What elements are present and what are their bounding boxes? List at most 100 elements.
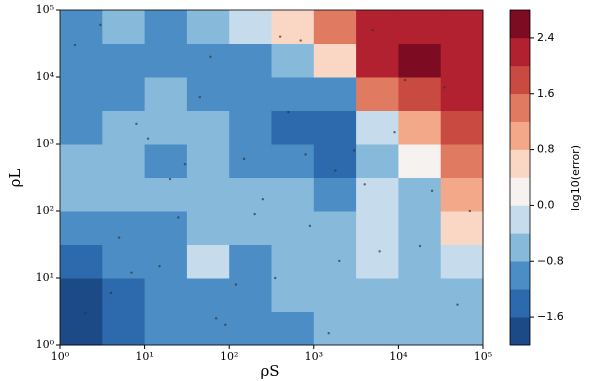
contour-cell <box>440 210 484 245</box>
contour-cell <box>313 43 357 78</box>
contour-cell <box>271 177 315 212</box>
colorbar-band <box>510 65 530 95</box>
contour-cell <box>356 76 399 111</box>
sample-point <box>130 271 133 274</box>
contour-cell <box>102 110 146 145</box>
contour-cell <box>356 177 399 212</box>
colorbar-tick-label: −0.8 <box>537 254 564 267</box>
sample-point <box>158 265 161 268</box>
sample-point <box>443 86 446 89</box>
contour-cell <box>186 311 230 346</box>
contour-cell <box>356 43 399 78</box>
contour-cell <box>313 110 357 145</box>
y-tick-label: 10⁴ <box>36 70 55 83</box>
sample-point <box>209 55 212 59</box>
contour-cell <box>398 177 442 212</box>
y-tick-label: 10¹ <box>36 271 54 284</box>
contour-cell <box>144 210 188 245</box>
contour-cell <box>398 43 442 78</box>
sample-point <box>198 95 202 99</box>
contour-cell <box>144 143 188 178</box>
sample-point <box>334 169 337 172</box>
sample-point <box>371 28 375 32</box>
y-tick-label: 10² <box>36 204 54 217</box>
colorbar-tick-label: 0.0 <box>537 198 555 211</box>
contour-cell <box>271 10 315 44</box>
x-tick-label: 10⁵ <box>474 350 492 363</box>
contour-cell <box>186 10 230 44</box>
contour-cell <box>102 143 146 178</box>
colorbar-band <box>510 317 530 346</box>
contour-cell <box>398 143 442 178</box>
sample-point <box>135 122 138 126</box>
contour-cell <box>398 110 442 145</box>
contour-cell <box>440 177 484 212</box>
sample-point <box>378 250 381 253</box>
contour-cell <box>313 143 357 178</box>
contour-cell <box>229 244 273 279</box>
sample-point <box>418 244 422 248</box>
sample-point <box>183 162 187 166</box>
sample-point <box>308 224 312 228</box>
contour-cell <box>144 110 188 145</box>
contour-cell <box>271 76 315 111</box>
colorbar-band <box>510 121 530 150</box>
colorbar-band <box>510 177 530 206</box>
contour-cell <box>440 143 484 178</box>
contour-cell <box>60 244 103 279</box>
contour-cell <box>356 143 399 178</box>
sample-point <box>168 177 172 181</box>
x-tick-label: 10² <box>220 350 238 363</box>
y-axis-label: ρL <box>6 169 24 188</box>
contour-cell <box>398 10 442 44</box>
contour-cell <box>144 177 188 212</box>
x-tick-label: 10⁰ <box>51 350 70 363</box>
contour-cell <box>186 277 230 312</box>
contour-cell <box>60 43 103 78</box>
contour-cell <box>313 244 357 279</box>
contour-cell <box>186 210 230 245</box>
contour-cell <box>186 244 230 279</box>
contour-cell <box>271 143 315 178</box>
sample-point <box>338 259 341 263</box>
contour-cell <box>60 10 103 44</box>
colorbar-band <box>510 233 530 262</box>
contour-cell <box>271 244 315 279</box>
contour-cell <box>60 311 103 346</box>
colorbar-band <box>510 37 530 67</box>
contour-cell <box>60 143 103 178</box>
contour-cell <box>440 110 484 145</box>
sample-point <box>214 317 218 320</box>
plot-frame <box>59 9 484 346</box>
sample-point <box>274 276 277 280</box>
contour-cell <box>144 277 188 312</box>
contour-cell <box>229 110 273 145</box>
sample-point <box>456 303 459 306</box>
sample-point <box>117 236 121 239</box>
sample-point <box>393 131 396 134</box>
contour-cell <box>356 10 399 44</box>
colorbar-band <box>510 10 530 39</box>
x-tick-label: 10³ <box>305 350 323 363</box>
contour-cell <box>144 43 188 78</box>
sample-point <box>304 153 307 156</box>
contour-cell <box>229 10 273 44</box>
x-axis-label: ρS <box>260 362 279 380</box>
contour-cell <box>356 277 399 312</box>
contour-cell <box>440 311 484 346</box>
contour-cell <box>356 210 399 245</box>
colorbar-band <box>510 149 530 178</box>
sample-point <box>430 189 434 193</box>
sample-point <box>242 157 246 161</box>
contour-cell <box>398 277 442 312</box>
sample-point <box>403 78 407 82</box>
sample-point <box>84 311 87 315</box>
contour-cell <box>271 311 315 346</box>
contour-cell <box>229 210 273 245</box>
colorbar-band <box>510 289 530 318</box>
contour-cell <box>60 76 103 111</box>
sample-point <box>224 323 227 327</box>
contour-cell <box>313 177 357 212</box>
contour-cell <box>60 210 103 245</box>
contour-cell <box>440 10 484 44</box>
